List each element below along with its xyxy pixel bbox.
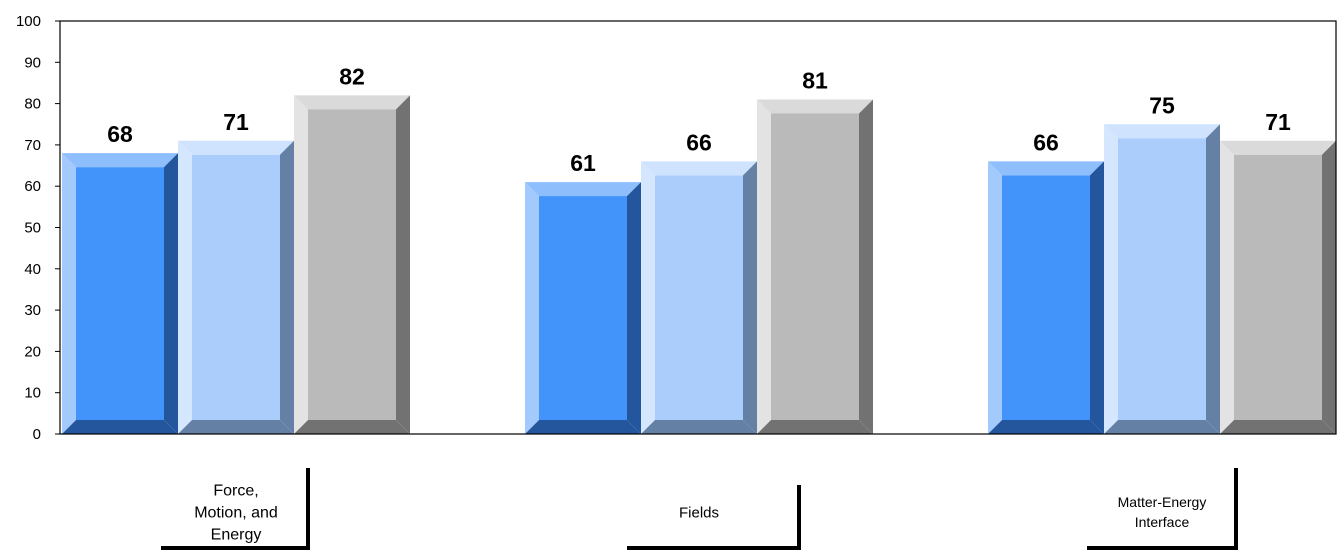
- bar-bevel-left: [757, 99, 771, 434]
- data-label-s3-c1: 82: [339, 63, 365, 89]
- bar-bevel-bottom: [757, 420, 873, 434]
- bar-face: [771, 113, 859, 420]
- data-label-s3-c2: 81: [802, 67, 828, 93]
- data-label-s2-c1: 71: [223, 109, 249, 135]
- bar-s2-c2: [641, 161, 757, 435]
- bar-bevel-bottom: [525, 420, 641, 434]
- category-label-line: Energy: [211, 527, 262, 544]
- bar-bevel-right: [627, 182, 641, 434]
- bar-bevel-right: [396, 95, 410, 434]
- category-bracket: [1087, 468, 1238, 550]
- category-bracket: [627, 485, 801, 550]
- bar-bevel-left: [62, 153, 76, 434]
- bar-bevel-left: [1104, 124, 1118, 434]
- data-label-s1-c3: 66: [1033, 129, 1059, 155]
- bar-s2-c1: [178, 140, 294, 434]
- data-labels: 68 71 82 61 66 81 66 75 71: [107, 63, 1291, 176]
- bar-bevel-top: [1220, 140, 1336, 155]
- category-label-line: Fields: [679, 504, 719, 521]
- data-label-s2-c3: 75: [1149, 92, 1175, 118]
- data-label-s1-c2: 61: [570, 150, 596, 176]
- bar-s1-c2: [525, 182, 641, 434]
- bar-bevel-top: [988, 161, 1104, 176]
- category-3: Matter-Energy Interface: [1087, 468, 1238, 550]
- y-tick-label: 30: [24, 302, 41, 319]
- bar-s2-c3: [1104, 124, 1220, 434]
- data-label-s2-c2: 66: [686, 129, 712, 155]
- bar-s3-c1: [294, 95, 410, 434]
- y-tick-label: 80: [24, 96, 41, 113]
- bar-bevel-left: [988, 161, 1002, 435]
- bar-bevel-right: [743, 161, 757, 435]
- bar-bevel-bottom: [641, 420, 757, 434]
- y-tick-label: 100: [16, 13, 41, 30]
- bar-bevel-right: [1322, 140, 1336, 434]
- bar-bevel-left: [1220, 140, 1234, 434]
- y-tick-label: 60: [24, 178, 41, 195]
- bar-s3-c2: [757, 99, 873, 434]
- bar-face: [308, 109, 396, 420]
- category-label-line: Motion, and: [194, 505, 278, 522]
- bar-bevel-top: [1104, 124, 1220, 139]
- y-tick-label: 10: [24, 385, 41, 402]
- bar-s1-c3: [988, 161, 1104, 435]
- bar-bevel-bottom: [1220, 420, 1336, 434]
- category-bracket: [161, 468, 310, 550]
- bar-bevel-bottom: [294, 420, 410, 434]
- bar-bevel-top: [641, 161, 757, 176]
- y-axis: 0 10 20 30 40 50 60 70 80 90 100: [16, 13, 60, 443]
- category-2: Fields: [627, 485, 801, 550]
- bar-bevel-top: [525, 182, 641, 197]
- bar-bevel-bottom: [178, 420, 294, 434]
- category-label-line: Interface: [1135, 514, 1190, 530]
- category-labels: Force, Motion, and Energy Fields Matter-Ener…: [161, 468, 1238, 550]
- bar-face: [1234, 154, 1322, 420]
- bar-bevel-left: [525, 182, 539, 434]
- bar-face: [76, 167, 164, 420]
- y-tick-label: 70: [24, 137, 41, 154]
- bar-bevel-left: [641, 161, 655, 435]
- y-tick-label: 50: [24, 220, 41, 237]
- bar-bevel-bottom: [1104, 420, 1220, 434]
- y-tick-label: 0: [33, 426, 41, 443]
- bar-face: [192, 154, 280, 420]
- bar-bevel-right: [1090, 161, 1104, 435]
- bar-face: [655, 175, 743, 420]
- bar-bevel-left: [178, 140, 192, 434]
- bar-face: [1118, 138, 1206, 420]
- bar-face: [539, 196, 627, 420]
- data-label-s3-c3: 71: [1265, 109, 1291, 135]
- bar-bevel-bottom: [988, 420, 1104, 434]
- bar-face: [1002, 175, 1090, 420]
- bar-bevel-top: [294, 95, 410, 110]
- category-label-line: Force,: [213, 483, 258, 500]
- bar-bevel-right: [1206, 124, 1220, 434]
- bar-s3-c3: [1220, 140, 1336, 434]
- y-tick-label: 90: [24, 54, 41, 71]
- bar-bevel-top: [757, 99, 873, 114]
- data-label-s1-c1: 68: [107, 121, 133, 147]
- bar-bevel-right: [164, 153, 178, 434]
- y-tick-label: 20: [24, 343, 41, 360]
- y-tick-label: 40: [24, 261, 41, 278]
- bar-bevel-bottom: [62, 420, 178, 434]
- bars-layer: [62, 95, 1336, 435]
- bar-bevel-top: [178, 140, 294, 155]
- bar-bevel-top: [62, 153, 178, 168]
- category-label-line: Matter-Energy: [1118, 494, 1207, 510]
- bar-bevel-right: [859, 99, 873, 434]
- bar-bevel-right: [280, 140, 294, 434]
- bar-bevel-left: [294, 95, 308, 434]
- bar-s1-c1: [62, 153, 178, 434]
- category-1: Force, Motion, and Energy: [161, 468, 310, 550]
